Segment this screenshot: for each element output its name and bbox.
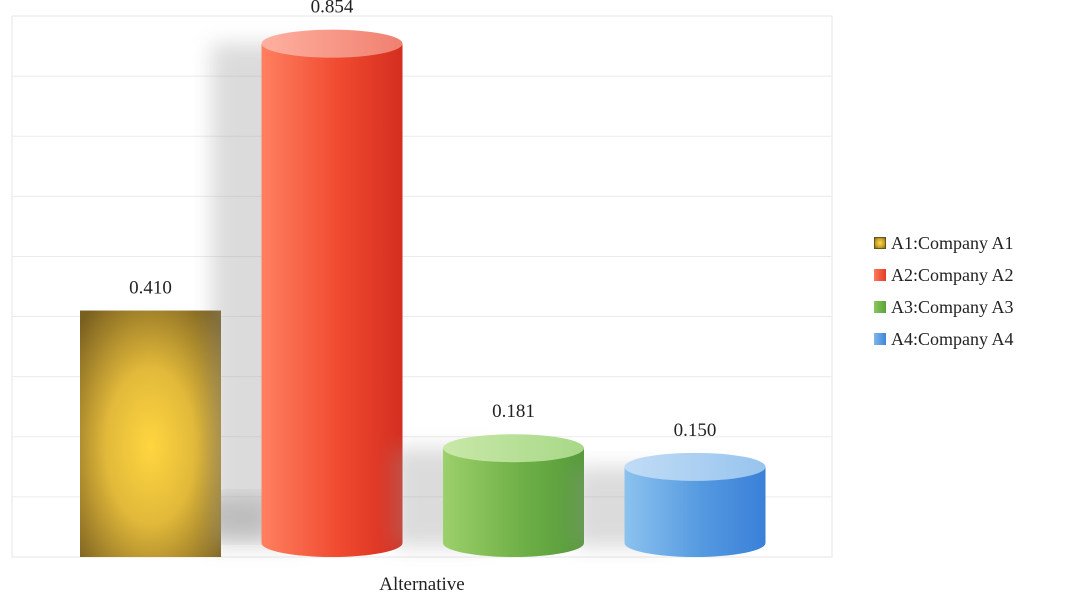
legend-item: A3:Company A3 <box>874 291 1014 323</box>
legend-swatch <box>874 333 886 345</box>
legend-item: A4:Company A4 <box>874 323 1014 355</box>
x-axis-label: Alternative <box>379 574 464 595</box>
legend-label: A2:Company A2 <box>891 264 1014 285</box>
data-label: 0.181 <box>492 401 535 422</box>
legend-item: A2:Company A2 <box>874 259 1014 291</box>
bar-a3-top <box>443 434 584 463</box>
legend-swatch <box>874 269 886 281</box>
legend-item: A1:Company A1 <box>874 227 1014 259</box>
plot-area-border <box>11 15 833 558</box>
legend-swatch <box>874 237 886 249</box>
bar-a4 <box>624 466 766 557</box>
data-label: 0.150 <box>674 420 717 441</box>
legend-label: A4:Company A4 <box>891 328 1014 349</box>
bar-a3 <box>443 448 584 558</box>
legend-label: A3:Company A3 <box>891 296 1014 317</box>
data-label: 0.854 <box>311 0 354 18</box>
chart-legend: A1:Company A1 A2:Company A2 A3:Company A… <box>874 227 1014 355</box>
bar-a2-top <box>261 29 403 58</box>
legend-label: A1:Company A1 <box>891 232 1014 253</box>
data-label: 0.410 <box>129 278 172 299</box>
bar-a2 <box>261 43 403 557</box>
bar-a1 <box>80 310 221 557</box>
bar-a4-top <box>624 452 766 481</box>
legend-swatch <box>874 301 886 313</box>
